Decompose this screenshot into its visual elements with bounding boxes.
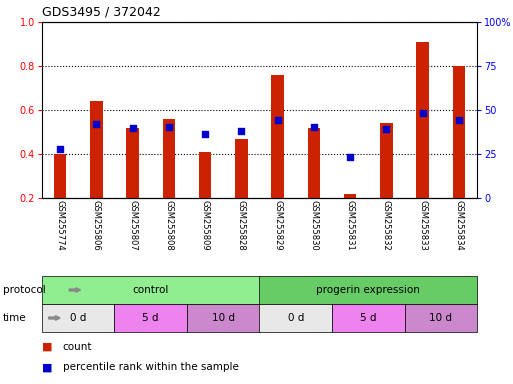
Point [129, 124, 137, 131]
Bar [235, 139, 248, 198]
Text: GSM255807: GSM255807 [128, 200, 137, 251]
Point [419, 110, 427, 116]
Point [273, 117, 282, 123]
Text: GSM255808: GSM255808 [164, 200, 173, 251]
Text: GSM255833: GSM255833 [418, 200, 427, 251]
Point [310, 123, 318, 129]
Text: 5 d: 5 d [143, 313, 159, 323]
Text: GSM255829: GSM255829 [273, 200, 282, 251]
Bar [307, 127, 320, 198]
Bar [452, 66, 465, 198]
Bar [126, 127, 139, 198]
Bar [199, 152, 211, 198]
Point [455, 117, 463, 123]
Bar [90, 101, 103, 198]
Text: GSM255834: GSM255834 [455, 200, 463, 251]
Text: GSM255832: GSM255832 [382, 200, 391, 251]
Point [382, 126, 390, 132]
Text: protocol: protocol [3, 285, 45, 295]
Bar [163, 119, 175, 198]
Text: GDS3495 / 372042: GDS3495 / 372042 [42, 5, 161, 18]
Bar [344, 194, 357, 198]
Text: GSM255831: GSM255831 [346, 200, 354, 251]
Bar [54, 154, 67, 198]
Bar [380, 123, 393, 198]
Text: GSM255774: GSM255774 [55, 200, 65, 251]
Text: 10 d: 10 d [429, 313, 452, 323]
Point [165, 123, 173, 129]
Text: 0 d: 0 d [70, 313, 86, 323]
Text: progerin expression: progerin expression [317, 285, 420, 295]
Text: count: count [63, 341, 92, 352]
Point [92, 121, 101, 127]
Point [201, 131, 209, 137]
Text: 5 d: 5 d [360, 313, 377, 323]
Text: GSM255806: GSM255806 [92, 200, 101, 251]
Text: GSM255828: GSM255828 [237, 200, 246, 251]
Text: GSM255809: GSM255809 [201, 200, 210, 251]
Text: percentile rank within the sample: percentile rank within the sample [63, 362, 239, 372]
Text: GSM255830: GSM255830 [309, 200, 319, 251]
Text: 10 d: 10 d [212, 313, 235, 323]
Text: 0 d: 0 d [288, 313, 304, 323]
Text: control: control [132, 285, 169, 295]
Text: ■: ■ [42, 362, 52, 372]
Bar [271, 75, 284, 198]
Text: time: time [3, 313, 26, 323]
Point [56, 146, 64, 152]
Point [346, 154, 354, 161]
Point [238, 128, 246, 134]
Bar [416, 42, 429, 198]
Text: ■: ■ [42, 341, 52, 352]
